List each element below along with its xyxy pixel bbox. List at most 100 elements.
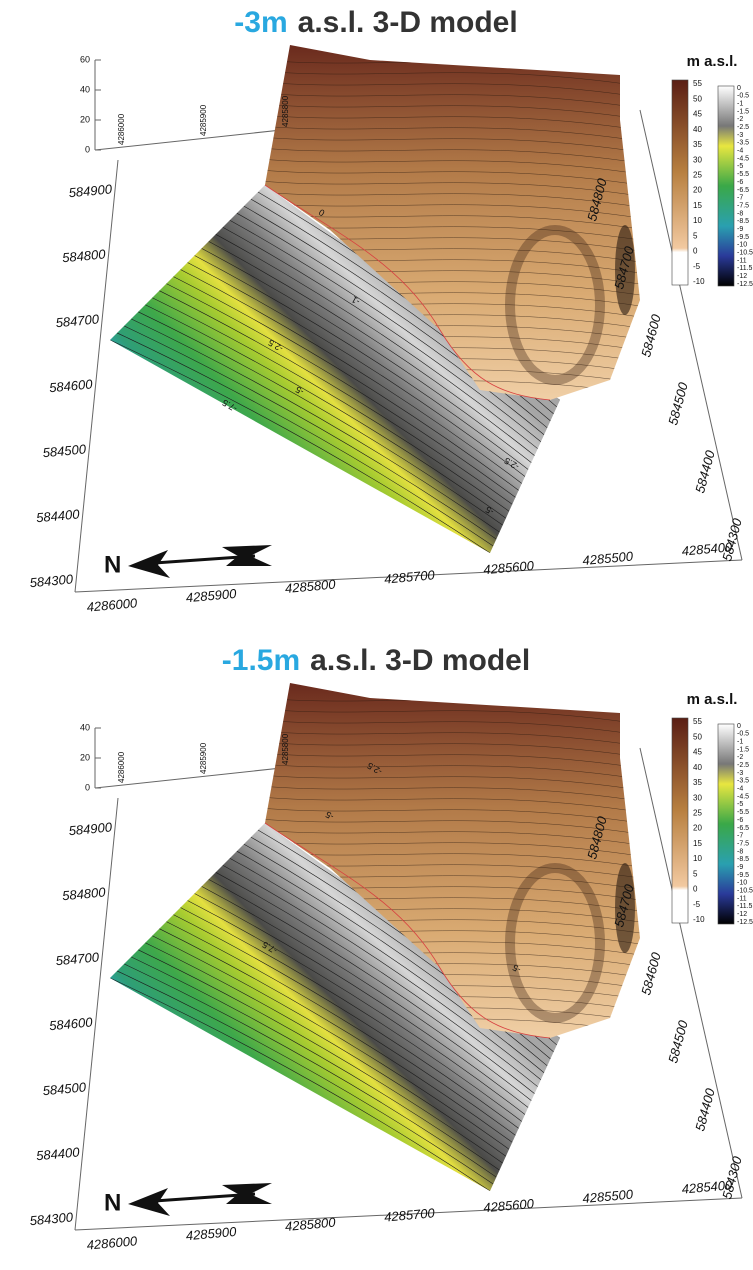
z-tick-label: 60 <box>80 54 90 64</box>
right-axis-label: 584500 <box>665 380 691 427</box>
legend-sea-label: -6 <box>737 817 743 824</box>
north-arrow-head <box>128 1188 170 1216</box>
legend-sea-label: -8 <box>737 210 743 217</box>
z-tick-label: 40 <box>80 722 90 732</box>
color-bar-land <box>672 718 688 923</box>
top-axis-label: 4285900 <box>199 742 208 774</box>
legend-sea-label: -1 <box>737 739 743 746</box>
top-axis-label: 4285900 <box>199 104 208 136</box>
bottom-axis-label: 4285700 <box>384 567 436 586</box>
legend-land-label: 5 <box>693 869 698 878</box>
legend-sea-label: -2.5 <box>737 762 749 769</box>
left-axis-label: 584500 <box>42 441 87 460</box>
bottom-axis-label: 4285800 <box>284 1215 336 1234</box>
color-bar-sea <box>718 724 734 924</box>
panel-title: -3m a.s.l. 3-D model <box>234 6 517 39</box>
bottom-axis-label: 4286000 <box>86 1233 138 1252</box>
title-rest: a.s.l. 3-D model <box>310 644 530 677</box>
bottom-axis-label: 4285600 <box>483 558 535 577</box>
legend-sea-label: -3.5 <box>737 778 749 785</box>
title-depth: -1.5m <box>222 644 300 677</box>
legend-sea-label: -8.5 <box>737 856 749 863</box>
legend-sea-label: -12.5 <box>737 281 753 288</box>
left-axis-label: 584500 <box>42 1079 87 1098</box>
legend-land-label: 45 <box>693 110 702 119</box>
legend-land-label: 10 <box>693 854 702 863</box>
z-tick-label: 0 <box>85 144 90 154</box>
legend-sea-label: -12.5 <box>737 919 753 926</box>
legend-sea-label: -6 <box>737 179 743 186</box>
bottom-axis-label: 4285600 <box>483 1196 535 1215</box>
north-arrow-head <box>128 550 170 578</box>
color-bar-sea <box>718 86 734 286</box>
legend-land-label: 20 <box>693 186 702 195</box>
z-tick-label: 20 <box>80 114 90 124</box>
legend-title: m a.s.l. <box>687 53 738 70</box>
title-depth: -3m <box>234 6 287 39</box>
legend-sea-label: -0.5 <box>737 93 749 100</box>
left-axis-label: 584700 <box>55 311 100 330</box>
legend-sea-label: -9 <box>737 864 743 871</box>
left-axis-label: 584600 <box>49 1014 94 1033</box>
legend-land-label: 0 <box>693 247 698 256</box>
right-axis-label: 584400 <box>692 448 718 495</box>
bottom-axis-label: 4285500 <box>582 549 634 568</box>
right-axis-label: 584500 <box>665 1018 691 1065</box>
legend-land-label: 50 <box>693 94 702 103</box>
legend-sea-label: -1 <box>737 101 743 108</box>
legend-sea-label: -10.5 <box>737 249 753 256</box>
legend-sea-label: -5 <box>737 801 743 808</box>
right-axis-label: 584600 <box>638 312 664 359</box>
legend-land-label: 55 <box>693 717 702 726</box>
legend-sea-label: -1.5 <box>737 108 749 115</box>
legend-land-label: 40 <box>693 125 702 134</box>
legend-sea-label: -5.5 <box>737 171 749 178</box>
legend-land-label: 55 <box>693 79 702 88</box>
legend-sea-label: -5.5 <box>737 809 749 816</box>
legend-sea-label: -11 <box>737 895 747 902</box>
legend-sea-label: -1.5 <box>737 746 749 753</box>
north-arrow-tail <box>222 545 272 566</box>
bottom-axis-label: 4285900 <box>185 586 237 605</box>
legend-sea-label: -7.5 <box>737 202 749 209</box>
legend-sea-label: -8.5 <box>737 218 749 225</box>
legend-sea-label: -5 <box>737 163 743 170</box>
top-axis-label: 4285800 <box>281 733 290 765</box>
legend-sea-label: -8 <box>737 848 743 855</box>
left-axis-label: 584800 <box>62 246 107 265</box>
legend-land-label: -5 <box>693 900 701 909</box>
legend-land-label: 35 <box>693 140 702 149</box>
legend-sea-label: 0 <box>737 723 741 730</box>
legend-sea-label: -10 <box>737 880 747 887</box>
legend-land-label: 40 <box>693 763 702 772</box>
top-axis-label: 4286000 <box>117 751 126 783</box>
north-label: N <box>104 1189 121 1216</box>
legend-sea-label: -7.5 <box>737 840 749 847</box>
left-axis-label: 584400 <box>36 506 81 525</box>
legend-land-label: 15 <box>693 201 702 210</box>
legend-sea-label: -9.5 <box>737 234 749 241</box>
bottom-axis-label: 4285900 <box>185 1224 237 1243</box>
legend-sea-label: -12 <box>737 273 747 280</box>
legend-sea-label: -7 <box>737 195 743 202</box>
legend-sea-label: -6.5 <box>737 187 749 194</box>
legend-sea-label: -2 <box>737 754 743 761</box>
legend-title: m a.s.l. <box>687 691 738 708</box>
legend-sea-label: -2 <box>737 116 743 123</box>
legend-sea-label: -2.5 <box>737 124 749 131</box>
legend-land-label: 25 <box>693 808 702 817</box>
color-bar-land <box>672 80 688 285</box>
title-rest: a.s.l. 3-D model <box>298 6 518 39</box>
legend-sea-label: -11 <box>737 257 747 264</box>
left-axis-label: 584900 <box>68 181 113 200</box>
legend-sea-label: -4 <box>737 148 743 155</box>
legend-land-label: -5 <box>693 262 701 271</box>
legend-sea-label: 0 <box>737 85 741 92</box>
legend-land-label: -10 <box>693 277 705 286</box>
z-tick-label: 20 <box>80 752 90 762</box>
legend-sea-label: -10 <box>737 242 747 249</box>
legend-sea-label: -6.5 <box>737 825 749 832</box>
legend-sea-label: -9 <box>737 226 743 233</box>
legend-sea-label: -12 <box>737 911 747 918</box>
top-axis-label: 4286000 <box>117 113 126 145</box>
